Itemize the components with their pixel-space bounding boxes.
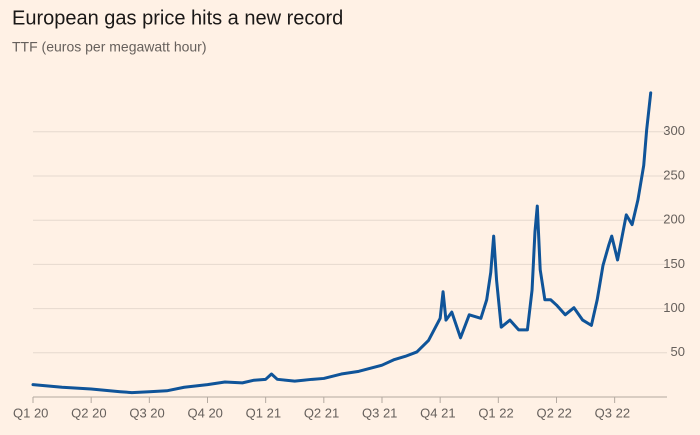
y-tick-label: 250	[663, 167, 685, 182]
x-tick-label: Q3 21	[362, 405, 397, 420]
y-tick-label: 150	[663, 256, 685, 271]
x-tick-label: Q1 20	[13, 405, 48, 420]
x-tick-label: Q2 21	[304, 405, 339, 420]
y-tick-label: 300	[663, 123, 685, 138]
chart-title: European gas price hits a new record	[12, 7, 343, 29]
x-tick-label: Q4 20	[187, 405, 222, 420]
x-tick-label: Q2 20	[71, 405, 106, 420]
x-tick-label: Q4 21	[420, 405, 455, 420]
y-tick-label: 200	[663, 212, 685, 227]
x-tick-label: Q3 20	[129, 405, 164, 420]
x-tick-label: Q2 22	[536, 405, 571, 420]
chart-subtitle: TTF (euros per megawatt hour)	[12, 39, 207, 55]
y-tick-label: 50	[671, 344, 685, 359]
x-tick-label: Q1 21	[246, 405, 281, 420]
x-tick-label: Q1 22	[478, 405, 513, 420]
y-tick-label: 100	[663, 300, 685, 315]
line-series	[31, 91, 653, 395]
x-tick-label: Q3 22	[595, 405, 630, 420]
